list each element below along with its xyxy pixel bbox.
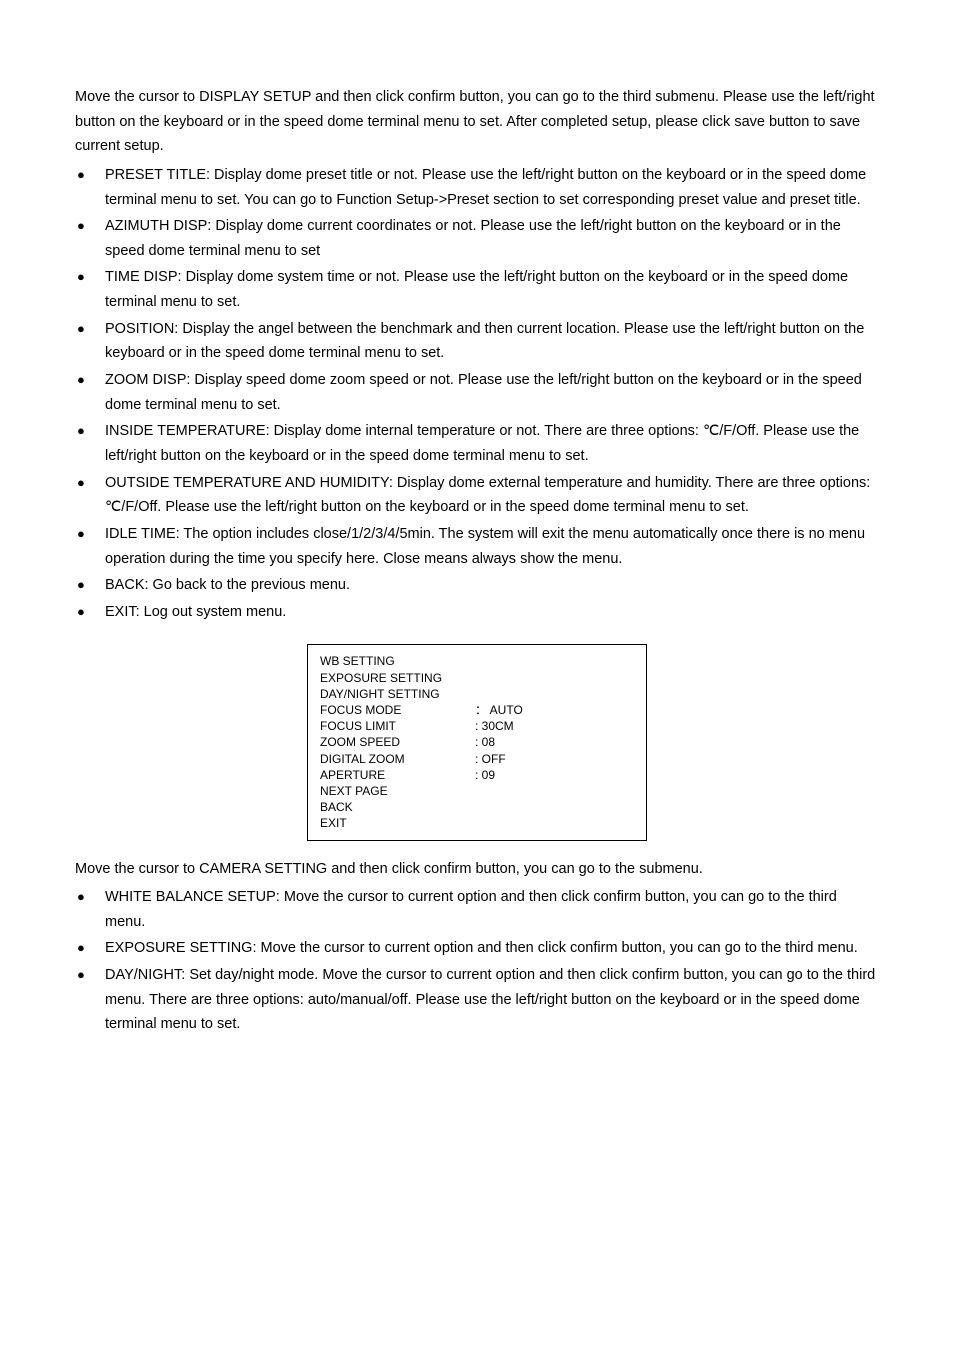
menu-row: NEXT PAGE (320, 783, 634, 799)
bullet-item: BACK: Go back to the previous menu. (75, 573, 879, 598)
bullet-item: WHITE BALANCE SETUP: Move the cursor to … (75, 885, 879, 934)
section1-bullet-list: PRESET TITLE: Display dome preset title … (75, 163, 879, 625)
menu-label: EXIT (320, 815, 475, 831)
bullet-item: DAY/NIGHT: Set day/night mode. Move the … (75, 963, 879, 1037)
menu-label: EXPOSURE SETTING (320, 670, 475, 686)
bullet-item: TIME DISP: Display dome system time or n… (75, 265, 879, 314)
bullet-item: ZOOM DISP: Display speed dome zoom speed… (75, 368, 879, 417)
menu-label: BACK (320, 799, 475, 815)
menu-label: WB SETTING (320, 653, 475, 669)
menu-label: ZOOM SPEED (320, 734, 475, 750)
menu-value: : 30CM (475, 718, 514, 734)
bullet-item: IDLE TIME: The option includes close/1/2… (75, 522, 879, 571)
menu-value: : 09 (475, 767, 495, 783)
section1-intro: Move the cursor to DISPLAY SETUP and the… (75, 85, 879, 159)
menu-label: APERTURE (320, 767, 475, 783)
menu-row: EXIT (320, 815, 634, 831)
menu-label: NEXT PAGE (320, 783, 475, 799)
section2-intro: Move the cursor to CAMERA SETTING and th… (75, 857, 879, 882)
menu-row: DIGITAL ZOOM: OFF (320, 751, 634, 767)
bullet-item: EXPOSURE SETTING: Move the cursor to cur… (75, 936, 879, 961)
bullet-item: OUTSIDE TEMPERATURE AND HUMIDITY: Displa… (75, 471, 879, 520)
section2-bullet-list: WHITE BALANCE SETUP: Move the cursor to … (75, 885, 879, 1037)
bullet-item: INSIDE TEMPERATURE: Display dome interna… (75, 419, 879, 468)
menu-row: BACK (320, 799, 634, 815)
menu-row: EXPOSURE SETTING (320, 670, 634, 686)
menu-row: FOCUS LIMIT: 30CM (320, 718, 634, 734)
bullet-item: EXIT: Log out system menu. (75, 600, 879, 625)
menu-label: FOCUS LIMIT (320, 718, 475, 734)
menu-label: FOCUS MODE (320, 702, 475, 718)
menu-label: DIGITAL ZOOM (320, 751, 475, 767)
menu-row: WB SETTING (320, 653, 634, 669)
bullet-item: POSITION: Display the angel between the … (75, 317, 879, 366)
bullet-item: PRESET TITLE: Display dome preset title … (75, 163, 879, 212)
camera-setting-menu-box: WB SETTING EXPOSURE SETTING DAY/NIGHT SE… (307, 644, 647, 840)
menu-value: ： AUTO (475, 702, 523, 718)
menu-row: FOCUS MODE： AUTO (320, 702, 634, 718)
menu-value: : OFF (475, 751, 506, 767)
menu-row: ZOOM SPEED: 08 (320, 734, 634, 750)
menu-value: : 08 (475, 734, 495, 750)
bullet-item: AZIMUTH DISP: Display dome current coord… (75, 214, 879, 263)
menu-row: DAY/NIGHT SETTING (320, 686, 634, 702)
menu-label: DAY/NIGHT SETTING (320, 686, 475, 702)
menu-row: APERTURE: 09 (320, 767, 634, 783)
